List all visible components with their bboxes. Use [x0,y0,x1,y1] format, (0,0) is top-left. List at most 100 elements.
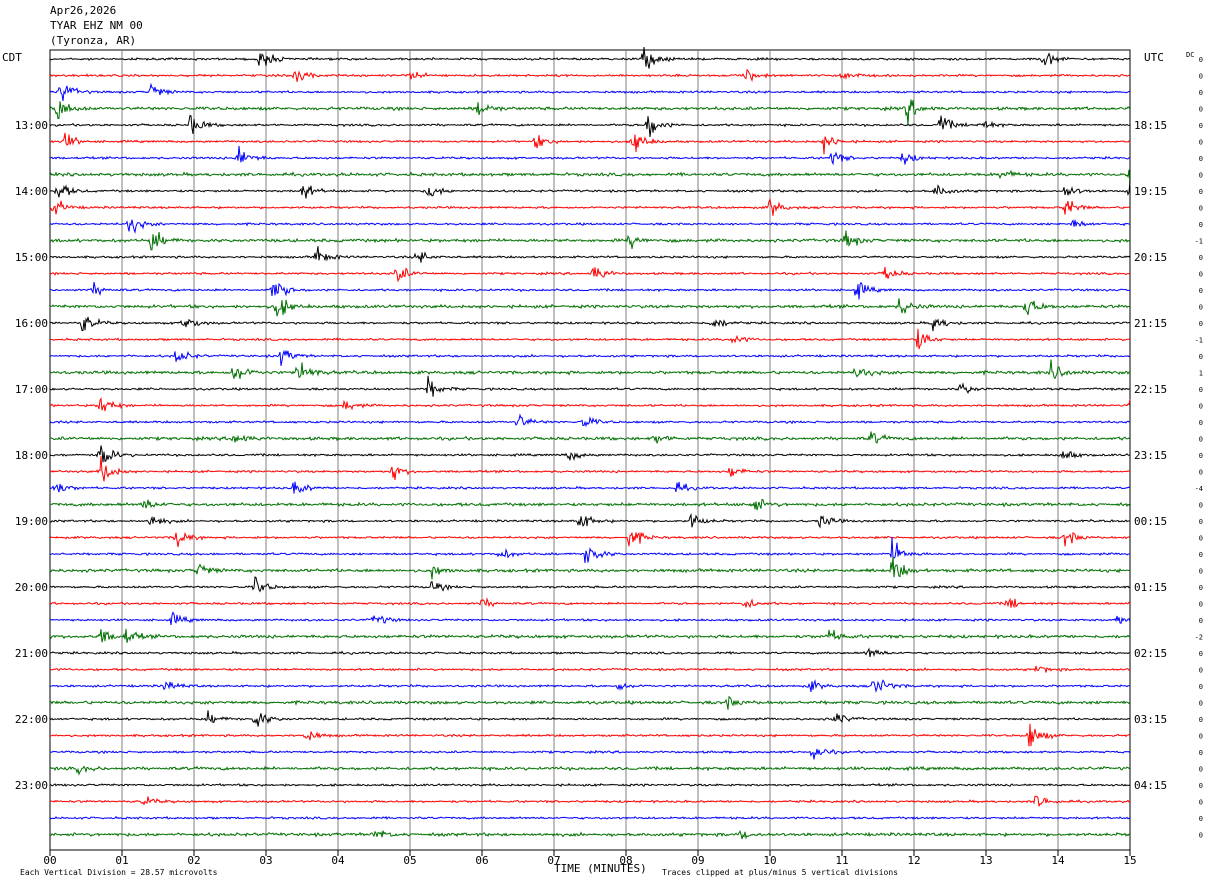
dc-offset-value: 0 [1199,320,1203,328]
station-location: (Tyronza, AR) [50,34,137,47]
trace-line [49,82,1131,101]
trace-line [49,169,1131,187]
trace-line [50,829,1131,840]
dc-offset-value: 0 [1199,749,1203,757]
dc-offset-value: 0 [1199,700,1203,708]
dc-offset-value: 0 [1199,106,1203,114]
dc-offset-value: -1 [1195,238,1203,246]
dc-offset-value: -2 [1195,634,1203,642]
left-hour-label: 21:00 [15,647,48,660]
dc-offset-value: 0 [1199,73,1203,81]
x-tick-label: 13 [979,854,992,867]
dc-offset-value: 0 [1199,56,1203,64]
x-tick-label: 06 [475,854,488,867]
trace-line [49,413,1131,428]
dc-header: DC [1186,51,1194,59]
dc-offset-value: 0 [1199,452,1203,460]
x-tick-label: 07 [547,854,560,867]
dc-offset-value: -4 [1195,485,1203,493]
trace-line [49,298,1131,317]
dc-offset-value: 0 [1199,469,1203,477]
left-hour-label: 16:00 [15,317,48,330]
station-date: Apr26,2026 [50,4,117,17]
dc-offset-value: 0 [1199,304,1203,312]
x-tick-label: 02 [187,854,200,867]
scale-note: Each Vertical Division = 28.57 microvolt… [20,868,218,877]
dc-offset-value: 0 [1199,172,1203,180]
trace-line [49,556,1131,580]
right-time-labels: 18:15 19:15 20:15 21:15 22:15 23:15 00:15 01:15… [1134,119,1167,792]
x-tick-label: 12 [907,854,920,867]
seismic-traces [49,47,1131,840]
trace-line [49,197,1131,216]
trace-line [49,628,1131,643]
right-hour-label: 01:15 [1134,581,1167,594]
dc-offset-value: 0 [1199,716,1203,724]
dc-offset-value: 0 [1199,205,1203,213]
trace-line [49,782,1131,788]
dc-offset-value: 0 [1199,386,1203,394]
left-hour-label: 19:00 [15,515,48,528]
x-tick-label: 14 [1051,854,1065,867]
x-axis-title: TIME (MINUTES) [554,862,647,875]
trace-line [49,145,1131,166]
time-grid [49,49,1131,851]
dc-offset-value: 0 [1199,287,1203,295]
dc-offset-value: 0 [1199,617,1203,625]
trace-line [49,765,1131,776]
left-hour-label: 13:00 [15,119,48,132]
left-timezone: CDT [2,51,22,64]
dc-offset-value: 0 [1199,502,1203,510]
dc-offset-value: 0 [1199,667,1203,675]
x-tick-label: 15 [1123,854,1136,867]
trace-line [49,281,1131,300]
left-hour-label: 14:00 [15,185,48,198]
dc-offset-value: 0 [1199,353,1203,361]
plot-frame [49,49,1131,851]
trace-line [49,266,1130,283]
dc-offset-value: 0 [1199,782,1203,790]
dc-offset-value: 0 [1199,155,1203,163]
trace-line [49,498,1131,511]
trace-line [49,246,1131,263]
dc-offset-value: 0 [1199,535,1203,543]
dc-offset-value: 0 [1199,188,1203,196]
left-time-labels: 13:00 14:00 15:00 16:00 17:00 18:00 19:00 20:00… [15,119,48,792]
x-axis-ticks: 00 01 02 03 04 05 06 07 08 09 10 11 12 13 14 15 [43,850,1137,867]
right-hour-label: 21:15 [1134,317,1167,330]
dc-offset-value: -1 [1195,337,1203,345]
trace-line [49,665,1131,673]
trace-line [49,597,1131,609]
trace-line [49,695,1131,710]
trace-line [49,328,1131,350]
right-hour-label: 20:15 [1134,251,1167,264]
dc-offset-value: 0 [1199,436,1203,444]
trace-line [50,748,1131,760]
x-tick-label: 01 [115,854,128,867]
trace-line [49,795,1131,807]
trace-line [49,611,1131,626]
trace-line [49,230,1131,251]
dc-offset-value: 0 [1199,733,1203,741]
station-code: TYAR EHZ NM 00 [50,19,143,32]
trace-line [49,723,1131,747]
trace-line [49,47,1131,69]
right-hour-label: 18:15 [1134,119,1167,132]
trace-line [49,710,1131,727]
x-tick-label: 03 [259,854,272,867]
right-timezone: UTC [1144,51,1164,64]
left-hour-label: 22:00 [15,713,48,726]
right-hour-label: 03:15 [1134,713,1167,726]
trace-line [49,536,1130,563]
trace-line [49,456,1131,482]
trace-line [49,531,1131,547]
x-tick-label: 11 [835,854,848,867]
dc-offset-value: 0 [1199,403,1203,411]
trace-line [49,679,1131,693]
left-hour-label: 15:00 [15,251,48,264]
dc-offset-value: 1 [1199,370,1203,378]
trace-line [49,68,1131,83]
dc-offset-value: 0 [1199,568,1203,576]
trace-line [49,375,1131,397]
